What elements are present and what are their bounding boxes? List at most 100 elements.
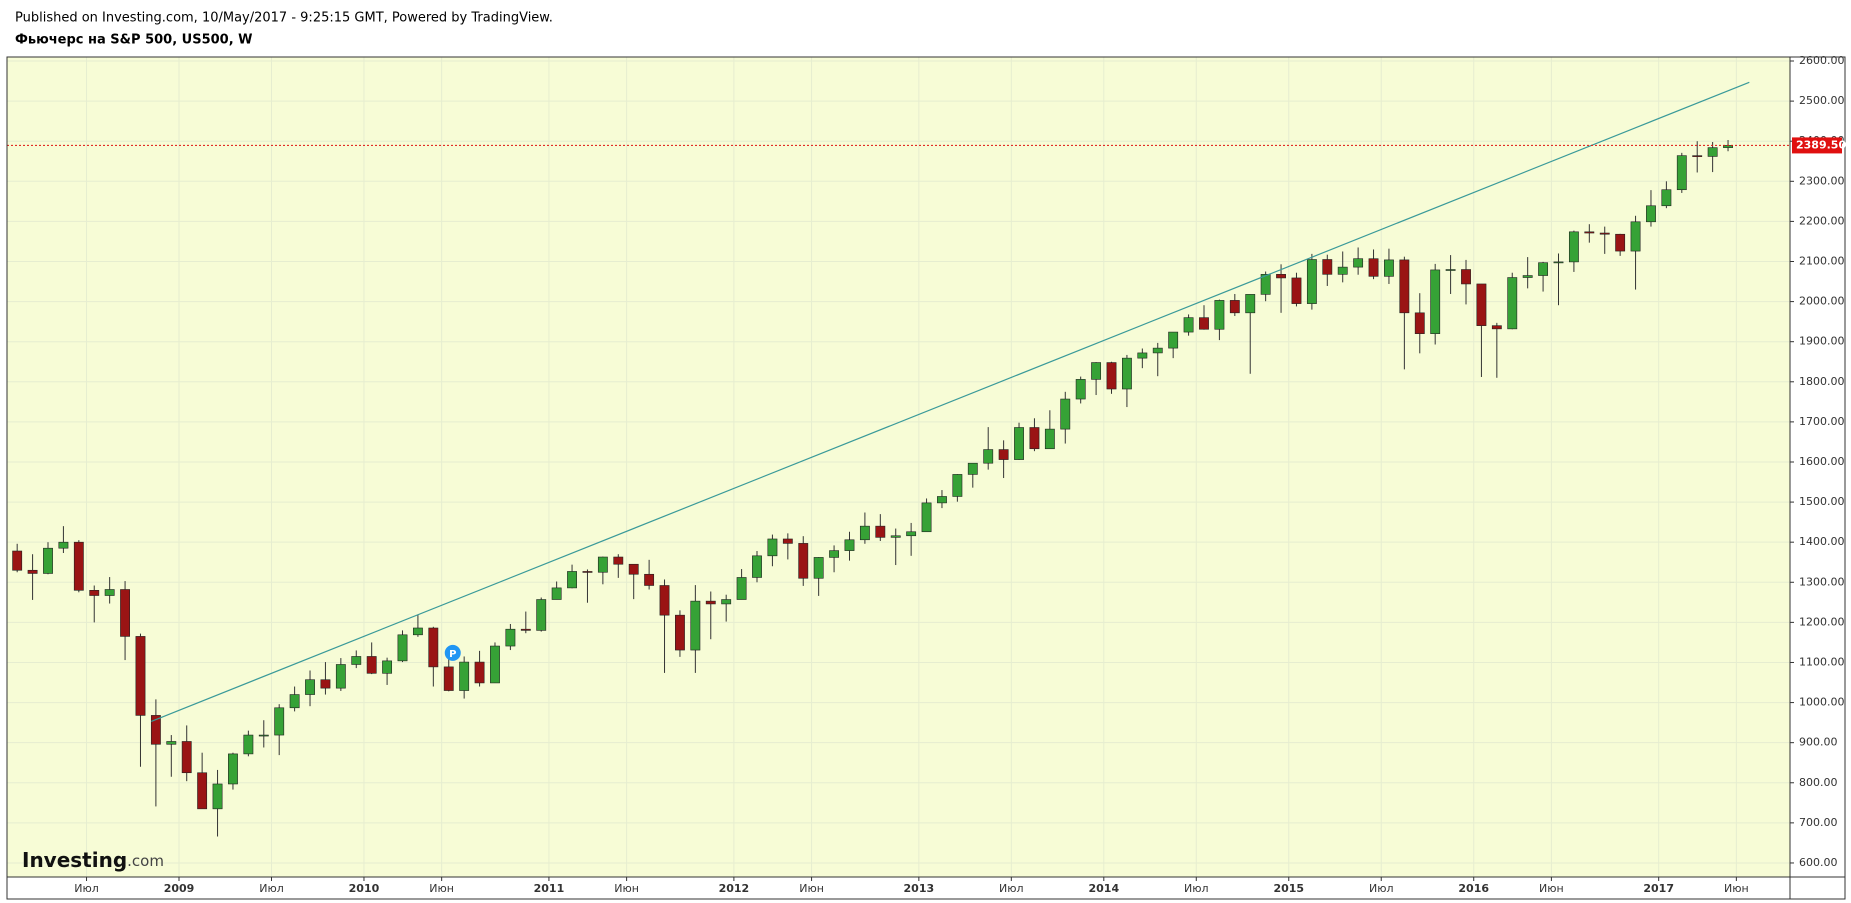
y-tick-label: 1900.00 [1799,335,1845,348]
y-tick-label: 1300.00 [1799,575,1845,588]
y-tick-label: 2200.00 [1799,214,1845,227]
candle-body [505,628,516,647]
candle-body [351,656,362,665]
marker-label: P [449,649,456,660]
candle-body [1260,274,1271,295]
candle-body [12,550,23,571]
candle-body [906,531,917,537]
y-tick-label: 1000.00 [1799,696,1845,709]
candle-body [983,449,994,464]
candle-body [536,599,547,631]
published-note: Published on Investing.com, 10/May/2017 … [15,11,553,26]
candle-body [73,541,84,591]
x-tick-label: Июл [259,882,284,895]
candle-body [1615,233,1626,252]
candle-body [582,571,593,573]
y-tick-label: 2300.00 [1799,174,1845,187]
candle-body [228,753,238,785]
candle-body [644,573,655,586]
x-tick-label: 2009 [164,882,195,895]
candle-body [474,661,485,684]
y-tick-label: 1400.00 [1799,535,1845,548]
candle-body [1399,259,1410,314]
candle-body [166,741,177,745]
y-tick-label: 1700.00 [1799,415,1845,428]
candle-body [305,679,315,695]
candle-body [659,585,670,616]
candle-body [1430,269,1441,334]
candle-body [428,627,439,668]
y-tick-label: 1800.00 [1799,375,1845,388]
x-tick-label: Июл [1369,882,1394,895]
candle-body [1461,269,1471,285]
y-tick-label: 1100.00 [1799,655,1845,668]
candle-body [1568,231,1579,263]
candle-body [813,557,824,579]
y-tick-label: 1600.00 [1799,455,1845,468]
candle-body [1106,362,1117,390]
candle-body [1229,300,1240,314]
candle-body [567,571,577,589]
y-tick-label: 1200.00 [1799,615,1845,628]
y-tick-label: 700.00 [1799,816,1838,829]
candle-body [150,715,161,745]
candle-body [135,636,146,716]
candle-body [258,734,269,737]
candle-body [1692,155,1703,157]
x-tick-label: Июл [1184,882,1209,895]
trendline [151,81,1750,722]
candle-body [27,569,38,574]
candle-body [1214,300,1225,330]
candle-body [1137,352,1148,359]
candle-body [366,656,377,674]
candle-body [443,666,454,691]
candle-body [952,474,963,497]
logo: Investing.com [22,848,164,872]
candle-body [690,600,701,651]
candle-body [212,783,223,810]
candle-body [1661,189,1672,207]
candle-body [721,599,732,605]
y-tick-label: 800.00 [1799,776,1838,789]
candle-body [1152,347,1163,354]
candle-body [967,462,978,475]
candle-body [1522,275,1533,278]
candle-body [1306,259,1317,304]
y-tick-label: 2100.00 [1799,254,1845,267]
price-label-box [1792,137,1842,154]
candle-body [1199,317,1209,330]
logo-main: Investing [22,848,127,872]
candle-body [320,679,331,689]
candle-body [1584,231,1595,234]
candle-body [490,645,500,684]
candle-body [628,563,639,575]
candle-body [675,614,685,651]
candle-body [921,502,932,533]
candle-body [875,525,886,538]
candle-body [412,627,423,636]
candle-body [859,525,870,541]
candle-body [551,587,562,600]
candle-body [1060,398,1071,430]
candle-body [1168,331,1179,349]
x-tick-label: 2010 [349,882,380,895]
candle-body [844,539,855,551]
x-tick-label: 2014 [1088,882,1119,895]
candle-body [1414,312,1425,334]
candle-body [274,707,285,736]
candle-body [1276,274,1286,279]
candle-body [890,535,901,538]
x-tick-label: 2015 [1273,882,1304,895]
x-tick-label: 2012 [719,882,750,895]
candle-body [197,772,208,810]
frame [6,56,1846,900]
candle-body [382,660,393,674]
candle-body [829,550,839,558]
candle-body [520,628,531,631]
candle-body [1538,262,1549,276]
candle-body [1491,325,1502,330]
candle-body [289,694,300,709]
candle-body [243,734,254,755]
candle-body [397,634,408,662]
